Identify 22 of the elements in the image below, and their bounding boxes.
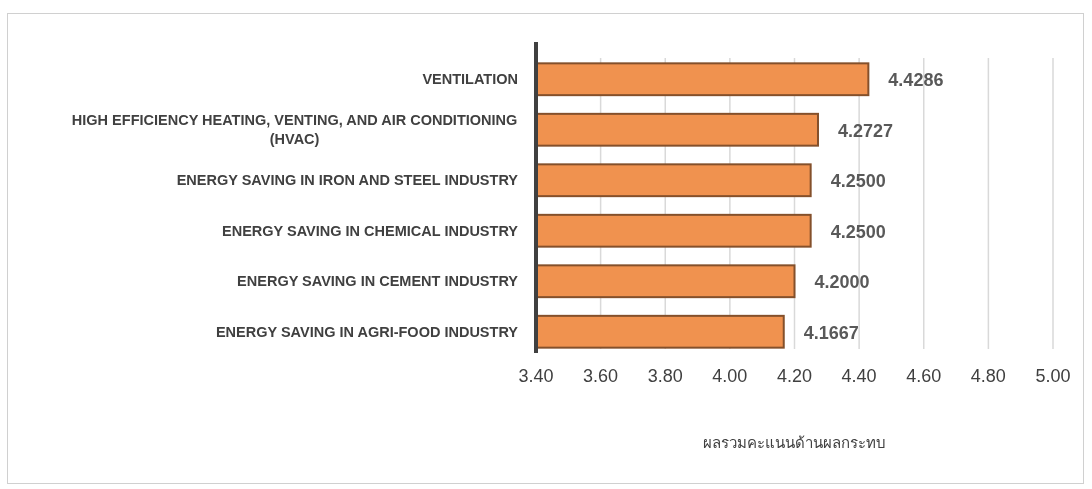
category-label: ENERGY SAVING IN AGRI-FOOD INDUSTRY (215, 323, 518, 340)
x-tick-label: 4.40 (841, 366, 877, 386)
category-label: ENERGY SAVING IN CHEMICAL INDUSTRY (222, 222, 518, 239)
category-label: ENERGY SAVING IN CEMENT INDUSTRY (237, 273, 518, 290)
data-label: 4.2000 (814, 272, 870, 293)
category-label: HIGH EFFICIENCY HEATING, VENTING, AND AIR CONDITIONING (HVAC) (71, 112, 518, 148)
data-label: 4.2500 (830, 171, 886, 192)
data-label: 4.4286 (888, 70, 944, 91)
x-tick-label: 3.80 (647, 366, 683, 386)
category-label: ENERGY SAVING IN IRON AND STEEL INDUSTRY (176, 172, 518, 189)
x-axis-title: ผลรวมคะแนนด้านผลกระทบ (703, 434, 886, 451)
x-tick-label: 4.00 (712, 366, 748, 386)
category-label: VENTILATION (422, 71, 518, 88)
data-label: 4.2727 (838, 120, 894, 141)
x-tick-label: 5.00 (1035, 366, 1071, 386)
x-tick-label: 3.40 (518, 366, 554, 386)
x-tick-label: 4.60 (906, 366, 942, 386)
data-label: 4.2500 (830, 221, 886, 242)
x-tick-label: 4.80 (970, 366, 1006, 386)
x-tick-label: 4.20 (777, 366, 812, 386)
x-tick-label: 3.60 (583, 366, 619, 386)
data-label: 4.1667 (803, 322, 859, 343)
